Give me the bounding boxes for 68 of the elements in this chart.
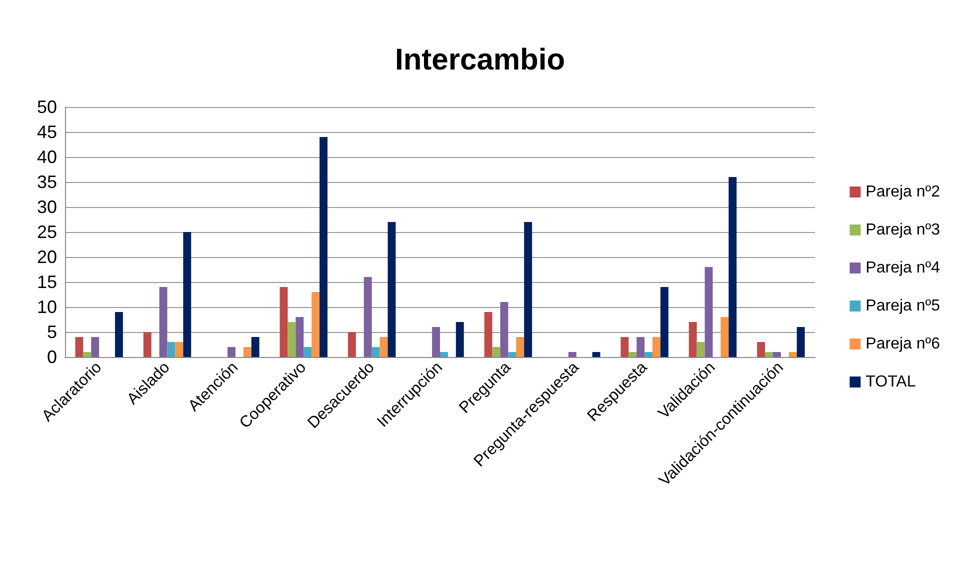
bar xyxy=(159,287,168,357)
bar xyxy=(765,352,773,357)
bar xyxy=(304,347,312,357)
bar xyxy=(380,337,388,357)
bar xyxy=(704,267,713,357)
y-tick-label: 20 xyxy=(36,247,57,267)
bar xyxy=(91,337,100,357)
bar xyxy=(388,222,396,357)
bar xyxy=(508,352,516,357)
bar xyxy=(696,342,705,357)
bar xyxy=(660,287,668,357)
bar xyxy=(348,332,356,357)
legend-label: Pareja nº3 xyxy=(866,222,940,238)
legend-label: TOTAL xyxy=(866,374,916,390)
bar xyxy=(757,342,765,357)
bar xyxy=(484,312,492,357)
bar xyxy=(568,352,576,357)
bar xyxy=(620,337,629,357)
bar xyxy=(440,352,448,357)
bar xyxy=(456,322,464,357)
legend-label: Pareja nº2 xyxy=(866,184,940,200)
bar xyxy=(432,327,440,357)
bar xyxy=(115,312,123,357)
bar xyxy=(652,337,660,357)
bar xyxy=(492,347,500,357)
y-tick-label: 50 xyxy=(36,97,57,117)
bar xyxy=(320,137,328,357)
y-tick-label: 15 xyxy=(36,272,57,292)
bar xyxy=(688,322,697,357)
bar xyxy=(720,317,729,357)
bar xyxy=(524,222,532,357)
bar xyxy=(228,347,236,357)
legend-label: Pareja nº6 xyxy=(866,336,940,352)
bar xyxy=(83,352,92,357)
bar xyxy=(500,302,508,357)
bar xyxy=(243,347,252,357)
bar xyxy=(636,337,645,357)
bar xyxy=(175,342,184,357)
bar xyxy=(516,337,524,357)
y-tick-label: 10 xyxy=(36,297,57,317)
bar xyxy=(728,177,737,357)
bar xyxy=(251,337,260,357)
bar xyxy=(796,327,805,357)
bar xyxy=(75,337,84,357)
y-tick-label: 5 xyxy=(46,322,57,342)
y-tick-label: 40 xyxy=(36,147,57,167)
legend-label: Pareja nº5 xyxy=(866,298,940,314)
legend-label: Pareja nº4 xyxy=(866,260,940,276)
bar xyxy=(772,352,781,357)
bar xyxy=(364,277,372,357)
y-tick-label: 45 xyxy=(36,122,57,142)
bar xyxy=(372,347,380,357)
y-tick-label: 0 xyxy=(46,347,57,367)
y-tick-label: 25 xyxy=(36,222,57,242)
bar xyxy=(296,317,304,357)
bar xyxy=(280,287,288,357)
y-tick-label: 35 xyxy=(36,172,57,192)
bar xyxy=(788,352,797,357)
bar xyxy=(628,352,637,357)
bar xyxy=(143,332,152,357)
bar xyxy=(183,232,192,357)
bar xyxy=(167,342,176,357)
y-tick-label: 30 xyxy=(36,197,57,217)
bar xyxy=(592,352,600,357)
bar xyxy=(644,352,652,357)
bar xyxy=(288,322,296,357)
bar xyxy=(312,292,320,357)
chart-title: Intercambio xyxy=(395,44,566,76)
